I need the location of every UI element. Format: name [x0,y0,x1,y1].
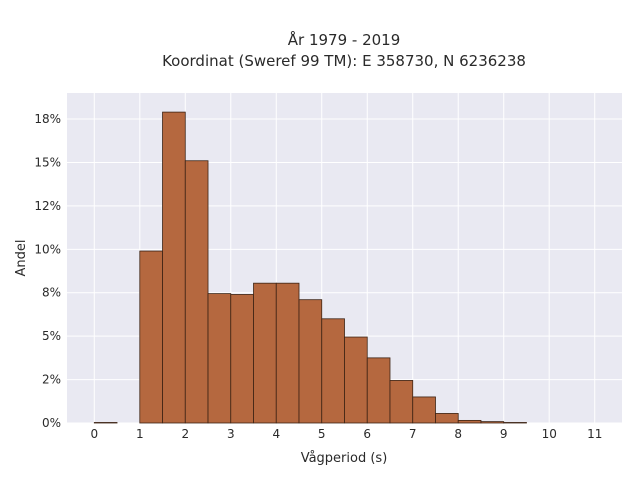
x-tick-label-4: 4 [272,427,280,441]
x-tick-label-1: 1 [136,427,144,441]
y-tick-label-1: 2% [42,373,61,387]
y-tick-label-6: 15% [34,155,61,169]
y-tick-label-7: 18% [34,112,61,126]
histogram-bar-2 [162,111,186,424]
chart-title-line2: Koordinat (Sweref 99 TM): E 358730, N 62… [162,52,526,70]
histogram-bar-15 [457,419,482,424]
y-tick-label-4: 10% [34,242,61,256]
x-tick-label-6: 6 [363,427,371,441]
histogram-bar-7 [275,282,300,424]
histogram-bar-6 [253,282,277,424]
x-tick-label-2: 2 [181,427,189,441]
x-axis-label: Vågperiod (s) [301,451,388,466]
x-tick-label-3: 3 [227,427,235,441]
y-axis-ticks: 0% 2% 5% 8% 10% 12% 15% 18% [34,112,61,430]
histogram-bar-16 [480,421,505,424]
histogram-bar-11 [366,357,391,424]
x-tick-label-0: 0 [90,427,98,441]
bars [93,111,527,424]
y-axis-label: Andel [14,240,29,277]
x-tick-label-8: 8 [454,427,462,441]
x-axis-ticks: 0 1 2 3 4 5 6 7 8 9 10 11 [90,427,602,441]
histogram-bar-17 [503,422,527,424]
histogram-bar-12 [389,380,414,424]
x-tick-label-5: 5 [318,427,326,441]
histogram-bar-5 [230,294,254,424]
x-tick-label-7: 7 [409,427,417,441]
y-tick-label-0: 0% [42,416,61,430]
x-tick-label-9: 9 [500,427,508,441]
x-tick-label-11: 11 [587,427,602,441]
histogram-bar-14 [435,413,459,424]
histogram-bar-4 [207,293,232,424]
histogram-bar-13 [412,396,436,424]
histogram-bar-8 [298,299,323,424]
histogram-bar-9 [321,318,345,424]
y-tick-label-2: 5% [42,329,61,343]
histogram-bar-0 [93,422,118,424]
histogram-bar-3 [184,160,209,424]
y-tick-label-3: 8% [42,286,61,300]
histogram-bar-1 [139,250,163,424]
x-tick-label-10: 10 [542,427,557,441]
y-tick-label-5: 12% [34,199,61,213]
chart-title-line1: År 1979 - 2019 [288,30,401,49]
histogram-bar-10 [344,336,368,424]
